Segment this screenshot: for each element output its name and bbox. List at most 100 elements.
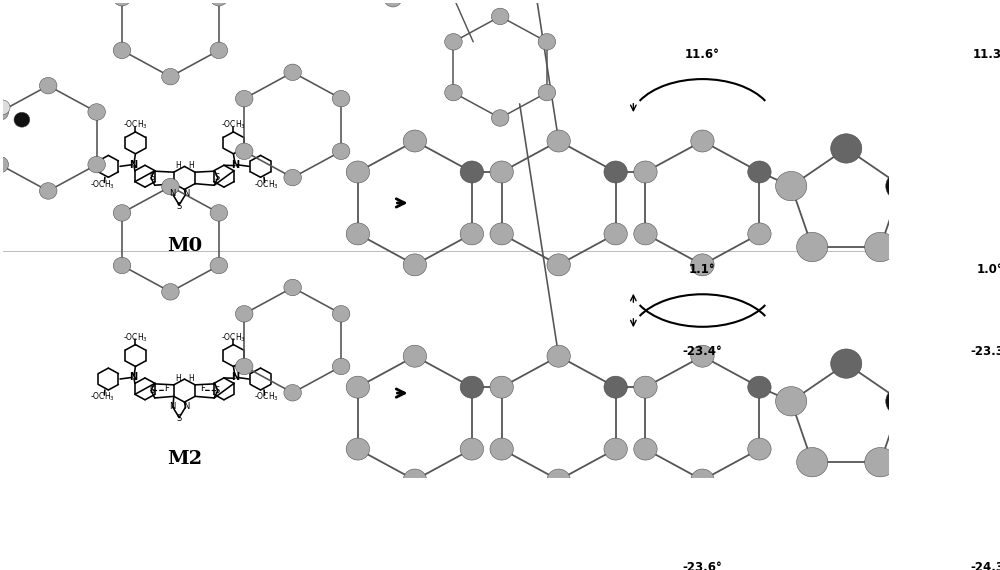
Circle shape [776, 172, 807, 201]
Circle shape [865, 447, 896, 477]
Circle shape [604, 161, 627, 183]
Text: N: N [231, 372, 240, 382]
Circle shape [403, 345, 427, 367]
Text: S: S [215, 386, 220, 395]
Text: S: S [149, 386, 154, 395]
Circle shape [113, 42, 131, 59]
Circle shape [691, 345, 714, 367]
Circle shape [886, 386, 917, 416]
Text: M2: M2 [167, 450, 202, 468]
Text: -OCH$_3$: -OCH$_3$ [90, 391, 115, 404]
Circle shape [0, 156, 9, 173]
Circle shape [491, 8, 509, 25]
Circle shape [604, 223, 627, 245]
Circle shape [332, 91, 350, 107]
Text: -OCH$_3$: -OCH$_3$ [221, 331, 246, 344]
Circle shape [491, 110, 509, 126]
Circle shape [346, 438, 370, 460]
Circle shape [346, 161, 370, 183]
Text: F: F [200, 384, 205, 393]
Text: S: S [177, 414, 182, 424]
Text: H: H [188, 374, 194, 383]
Circle shape [748, 161, 771, 183]
Text: N: N [231, 160, 240, 170]
Circle shape [162, 178, 179, 195]
Circle shape [162, 284, 179, 300]
Circle shape [634, 438, 657, 460]
Circle shape [490, 438, 513, 460]
Circle shape [235, 91, 253, 107]
Circle shape [113, 0, 131, 6]
Circle shape [332, 143, 350, 160]
Text: N: N [169, 189, 175, 198]
Text: H: H [188, 161, 194, 170]
Text: -OCH$_3$: -OCH$_3$ [254, 391, 279, 404]
Circle shape [691, 469, 714, 491]
Circle shape [445, 34, 462, 50]
Circle shape [384, 0, 402, 7]
Circle shape [547, 130, 570, 152]
Text: -OCH$_3$: -OCH$_3$ [254, 178, 279, 191]
Circle shape [748, 438, 771, 460]
Circle shape [88, 104, 105, 120]
Circle shape [460, 438, 484, 460]
Circle shape [634, 376, 657, 398]
Text: -24.3°: -24.3° [970, 560, 1000, 570]
Circle shape [748, 223, 771, 245]
Circle shape [346, 376, 370, 398]
Circle shape [210, 257, 228, 274]
Circle shape [921, 438, 945, 460]
Circle shape [0, 104, 9, 120]
Circle shape [460, 161, 484, 183]
Text: S: S [149, 173, 154, 182]
Circle shape [691, 130, 714, 152]
Circle shape [460, 223, 484, 245]
Circle shape [235, 306, 253, 322]
Circle shape [460, 376, 484, 398]
Circle shape [604, 438, 627, 460]
Circle shape [978, 254, 1000, 276]
Text: N: N [183, 402, 190, 411]
Circle shape [921, 223, 945, 245]
Circle shape [445, 84, 462, 101]
Text: 1.1°: 1.1° [689, 263, 716, 276]
Circle shape [235, 143, 253, 160]
Text: -OCH$_3$: -OCH$_3$ [221, 119, 246, 131]
Circle shape [235, 358, 253, 374]
Circle shape [921, 376, 945, 398]
Text: N: N [129, 160, 137, 170]
Circle shape [978, 130, 1000, 152]
Circle shape [39, 78, 57, 94]
Text: -23.3°: -23.3° [970, 345, 1000, 359]
Circle shape [210, 42, 228, 59]
Text: F: F [164, 384, 169, 393]
Circle shape [748, 376, 771, 398]
Circle shape [886, 172, 917, 201]
Circle shape [88, 156, 105, 173]
Circle shape [113, 257, 131, 274]
Circle shape [162, 68, 179, 85]
Text: S: S [215, 173, 220, 182]
Circle shape [490, 161, 513, 183]
Text: N: N [183, 189, 190, 198]
Circle shape [865, 233, 896, 262]
Text: 1.0°: 1.0° [977, 263, 1000, 276]
Circle shape [284, 64, 301, 80]
Circle shape [634, 161, 657, 183]
Text: -23.6°: -23.6° [683, 560, 722, 570]
Text: M0: M0 [167, 237, 202, 255]
Text: S: S [177, 202, 182, 211]
Circle shape [547, 469, 570, 491]
Text: -OCH$_3$: -OCH$_3$ [90, 178, 115, 191]
Circle shape [797, 447, 828, 477]
Circle shape [978, 345, 1000, 367]
Circle shape [797, 233, 828, 262]
Circle shape [39, 182, 57, 199]
Circle shape [634, 223, 657, 245]
Circle shape [921, 161, 945, 183]
Circle shape [831, 349, 862, 378]
Circle shape [403, 130, 427, 152]
Circle shape [210, 205, 228, 221]
Circle shape [403, 469, 427, 491]
Circle shape [547, 254, 570, 276]
